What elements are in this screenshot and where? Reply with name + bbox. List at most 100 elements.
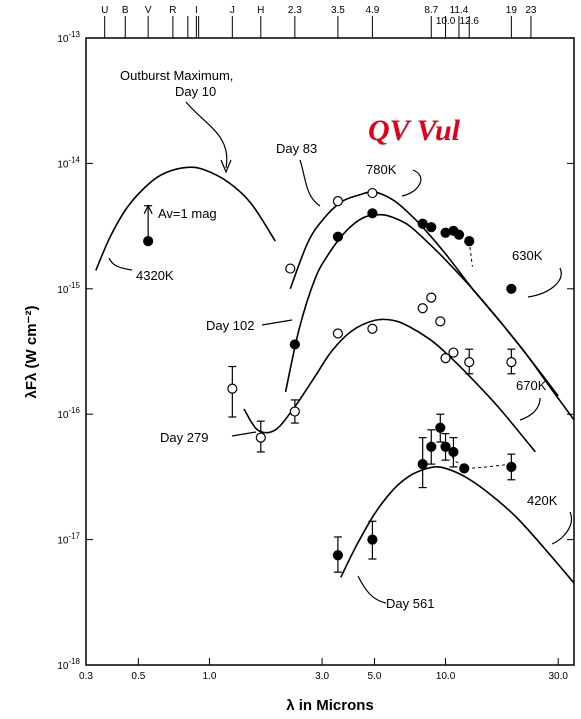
x-tick-label: 30.0	[548, 671, 568, 682]
plot-frame	[85, 37, 575, 666]
band-label: V	[145, 5, 152, 16]
y-axis: 10-13 10-14 10-15 10-16 10-17 10-18	[57, 30, 574, 672]
open-data-point	[332, 196, 344, 207]
band-label: U	[101, 5, 108, 16]
open-data-point	[255, 432, 266, 443]
band-label: 4.9	[365, 5, 379, 16]
filled-data-point	[367, 534, 378, 545]
open-data-point	[285, 263, 296, 274]
x-axis: 0.3 0.5 1.0 3.0 5.0 10.0 30.0	[79, 658, 568, 682]
blackbody-curve-day-102	[284, 213, 559, 397]
open-data-point	[464, 357, 475, 368]
outburst-leader-arrow	[220, 159, 232, 174]
outburst-label-line1: Outburst Maximum,	[120, 68, 233, 83]
open-data-point	[367, 323, 378, 334]
temp-780k-leader	[401, 169, 422, 197]
chart-title: QV Vul	[368, 114, 461, 147]
temp-420k-leader	[551, 511, 572, 545]
photometric-band-axis: U B V R I J H 2.3 3.5 4.9 8.7 11.410.0 12.6 19 23	[101, 5, 537, 38]
x-tick-label: 10.0	[436, 671, 456, 682]
day102-label: Day 102	[206, 318, 254, 333]
open-data-point	[332, 328, 344, 339]
blackbody-curve-day-10	[95, 166, 276, 271]
open-data-point	[506, 357, 517, 368]
open-data-point	[367, 187, 378, 199]
open-data-point	[448, 347, 459, 358]
day83-label: Day 83	[276, 141, 317, 156]
open-data-point	[227, 383, 238, 394]
x-tick-label: 0.5	[131, 671, 145, 682]
dashed-connector	[468, 241, 473, 267]
band-label: 23	[525, 5, 537, 16]
band-label: 3.5	[331, 5, 345, 16]
band-label: R	[169, 5, 176, 16]
day561-leader	[357, 575, 387, 604]
open-data-point	[289, 406, 300, 417]
filled-data-point	[332, 550, 344, 561]
blackbody-curve-day-561	[340, 465, 575, 584]
filled-data-point	[448, 446, 459, 458]
av-label: Av=1 mag	[158, 206, 217, 221]
band-label: 2.3	[288, 5, 302, 16]
x-tick-label: 3.0	[315, 671, 329, 682]
x-axis-title: λ in Microns	[286, 697, 374, 714]
temp-670k-label: 670K	[516, 378, 547, 393]
open-data-point	[426, 292, 437, 303]
band-label: 8.7	[424, 5, 438, 16]
temp-420k-label: 420K	[527, 493, 558, 508]
band-label: 19	[506, 5, 518, 16]
band-label: 10.0	[436, 16, 456, 27]
temp-780k-label: 780K	[366, 162, 397, 177]
filled-data-point	[426, 222, 437, 233]
temp-630k-label: 630K	[512, 248, 543, 263]
filled-data-point	[417, 218, 428, 229]
filled-data-point	[417, 459, 428, 470]
y-tick-label: 10-18	[57, 657, 80, 672]
temp-4320k-label: 4320K	[136, 268, 174, 283]
open-data-point	[440, 353, 451, 364]
temp-670k-leader	[519, 397, 541, 421]
filled-data-point	[506, 283, 517, 294]
filled-data-point	[435, 422, 446, 433]
filled-data-point	[289, 339, 300, 350]
y-tick-label: 10-17	[57, 532, 80, 547]
open-data-point	[435, 316, 446, 327]
filled-data-point	[440, 441, 451, 452]
day279-label: Day 279	[160, 430, 208, 445]
av-arrow-head	[143, 204, 153, 214]
filled-data-point	[332, 231, 344, 242]
filled-data-point	[426, 441, 437, 452]
filled-data-point	[459, 463, 470, 474]
day102-leader	[261, 319, 293, 326]
outburst-leader-line	[185, 101, 228, 169]
y-tick-label: 10-16	[57, 406, 80, 421]
x-tick-label: 1.0	[202, 671, 216, 682]
blackbody-curves	[95, 166, 575, 584]
filled-data-point	[506, 461, 517, 472]
y-axis-title: λFλ (W cm⁻²)	[23, 306, 40, 399]
band-label: I	[195, 5, 198, 16]
y-tick-label: 10-14	[57, 155, 80, 170]
band-label: B	[122, 5, 129, 16]
temp-4320k-leader	[108, 257, 133, 271]
open-data-point	[417, 303, 428, 314]
day83-leader	[299, 159, 321, 207]
x-tick-label: 0.3	[79, 671, 93, 682]
filled-data-point	[453, 229, 465, 240]
day279-leader	[231, 431, 257, 437]
y-tick-label: 10-13	[57, 30, 80, 45]
band-label: J	[230, 5, 235, 16]
data-points	[143, 187, 517, 573]
blackbody-curve-day-279	[243, 318, 536, 453]
x-tick-label: 5.0	[368, 671, 382, 682]
temp-630k-leader	[527, 267, 562, 298]
band-label: 11.4	[450, 5, 469, 16]
filled-data-point	[367, 208, 378, 219]
band-label: 12.6	[460, 16, 480, 27]
filled-data-point	[464, 236, 475, 247]
band-label: H	[257, 5, 264, 16]
filled-data-point	[143, 236, 154, 247]
day561-label: Day 561	[386, 596, 434, 611]
outburst-label-line2: Day 10	[175, 84, 216, 99]
